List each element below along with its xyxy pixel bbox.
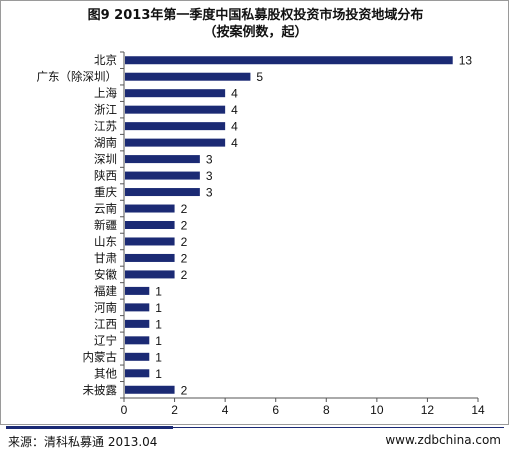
category-label: 北京 bbox=[94, 53, 117, 67]
bar bbox=[125, 352, 150, 361]
bar bbox=[125, 303, 150, 312]
x-tick-label: 14 bbox=[471, 403, 485, 417]
x-tick-label: 10 bbox=[370, 403, 384, 417]
bar bbox=[125, 336, 150, 345]
chart-frame bbox=[0, 0, 509, 425]
bar bbox=[125, 105, 226, 114]
data-label: 1 bbox=[155, 367, 162, 381]
category-label: 福建 bbox=[94, 284, 117, 298]
data-label: 4 bbox=[231, 136, 238, 150]
bar bbox=[125, 385, 175, 394]
footer-rule bbox=[173, 427, 504, 428]
data-label: 2 bbox=[181, 251, 188, 265]
data-label: 1 bbox=[155, 317, 162, 331]
category-label: 辽宁 bbox=[94, 333, 117, 347]
data-label: 4 bbox=[231, 103, 238, 117]
x-tick-label: 2 bbox=[171, 403, 178, 417]
bar bbox=[125, 253, 175, 262]
category-label: 新疆 bbox=[94, 218, 117, 232]
category-label: 广东（除深圳） bbox=[37, 70, 118, 84]
category-label: 湖南 bbox=[94, 136, 117, 150]
x-tick-label: 0 bbox=[121, 403, 128, 417]
chart-subtitle: （按案例数，起） bbox=[203, 25, 308, 40]
website-link[interactable]: www.zdbchina.com bbox=[385, 433, 501, 447]
x-tick-label: 12 bbox=[421, 403, 435, 417]
category-label: 深圳 bbox=[94, 152, 117, 166]
x-tick-label: 4 bbox=[222, 403, 229, 417]
category-label: 云南 bbox=[94, 202, 117, 216]
footer-rule-accent bbox=[6, 426, 173, 429]
data-label: 2 bbox=[181, 219, 188, 233]
category-label: 浙江 bbox=[94, 103, 117, 117]
bar bbox=[125, 270, 175, 279]
bar bbox=[125, 319, 150, 328]
x-tick-label: 8 bbox=[323, 403, 330, 417]
category-label: 山东 bbox=[94, 234, 117, 248]
data-label: 2 bbox=[181, 202, 188, 216]
data-label: 5 bbox=[256, 70, 263, 84]
data-label: 3 bbox=[206, 186, 213, 200]
chart-title: 图9 2013年第一季度中国私募股权投资市场投资地域分布 bbox=[87, 8, 424, 23]
data-label: 4 bbox=[231, 87, 238, 101]
data-label: 2 bbox=[181, 383, 188, 397]
bar bbox=[125, 72, 251, 81]
data-label: 2 bbox=[181, 235, 188, 249]
category-label: 其他 bbox=[94, 366, 117, 380]
category-label: 重庆 bbox=[94, 185, 117, 199]
bar bbox=[125, 237, 175, 246]
data-label: 1 bbox=[155, 301, 162, 315]
data-label: 1 bbox=[155, 334, 162, 348]
bar bbox=[125, 122, 226, 131]
category-label: 安徽 bbox=[94, 267, 117, 281]
category-label: 甘肃 bbox=[94, 251, 117, 265]
data-label: 3 bbox=[206, 153, 213, 167]
category-label: 江西 bbox=[94, 317, 117, 331]
x-tick-label: 6 bbox=[272, 403, 279, 417]
category-label: 江苏 bbox=[94, 119, 117, 133]
bar bbox=[125, 369, 150, 378]
bar bbox=[125, 155, 200, 164]
data-label: 4 bbox=[231, 120, 238, 134]
bar bbox=[125, 89, 226, 98]
data-label: 3 bbox=[206, 169, 213, 183]
bar bbox=[125, 221, 175, 229]
bar bbox=[125, 56, 453, 65]
category-label: 内蒙古 bbox=[83, 350, 118, 364]
data-label: 1 bbox=[155, 350, 162, 364]
bar bbox=[125, 286, 150, 295]
bar bbox=[125, 138, 226, 147]
bar bbox=[125, 188, 200, 197]
category-label: 未披露 bbox=[83, 383, 118, 397]
data-label: 1 bbox=[155, 284, 162, 298]
category-label: 上海 bbox=[94, 86, 117, 100]
bar bbox=[125, 171, 200, 180]
data-label: 13 bbox=[459, 54, 473, 68]
bar bbox=[125, 204, 175, 213]
category-label: 河南 bbox=[94, 300, 117, 314]
source-note: 来源：清科私募通 2013.04 bbox=[8, 435, 158, 449]
category-label: 陕西 bbox=[94, 169, 117, 183]
data-label: 2 bbox=[181, 268, 188, 282]
